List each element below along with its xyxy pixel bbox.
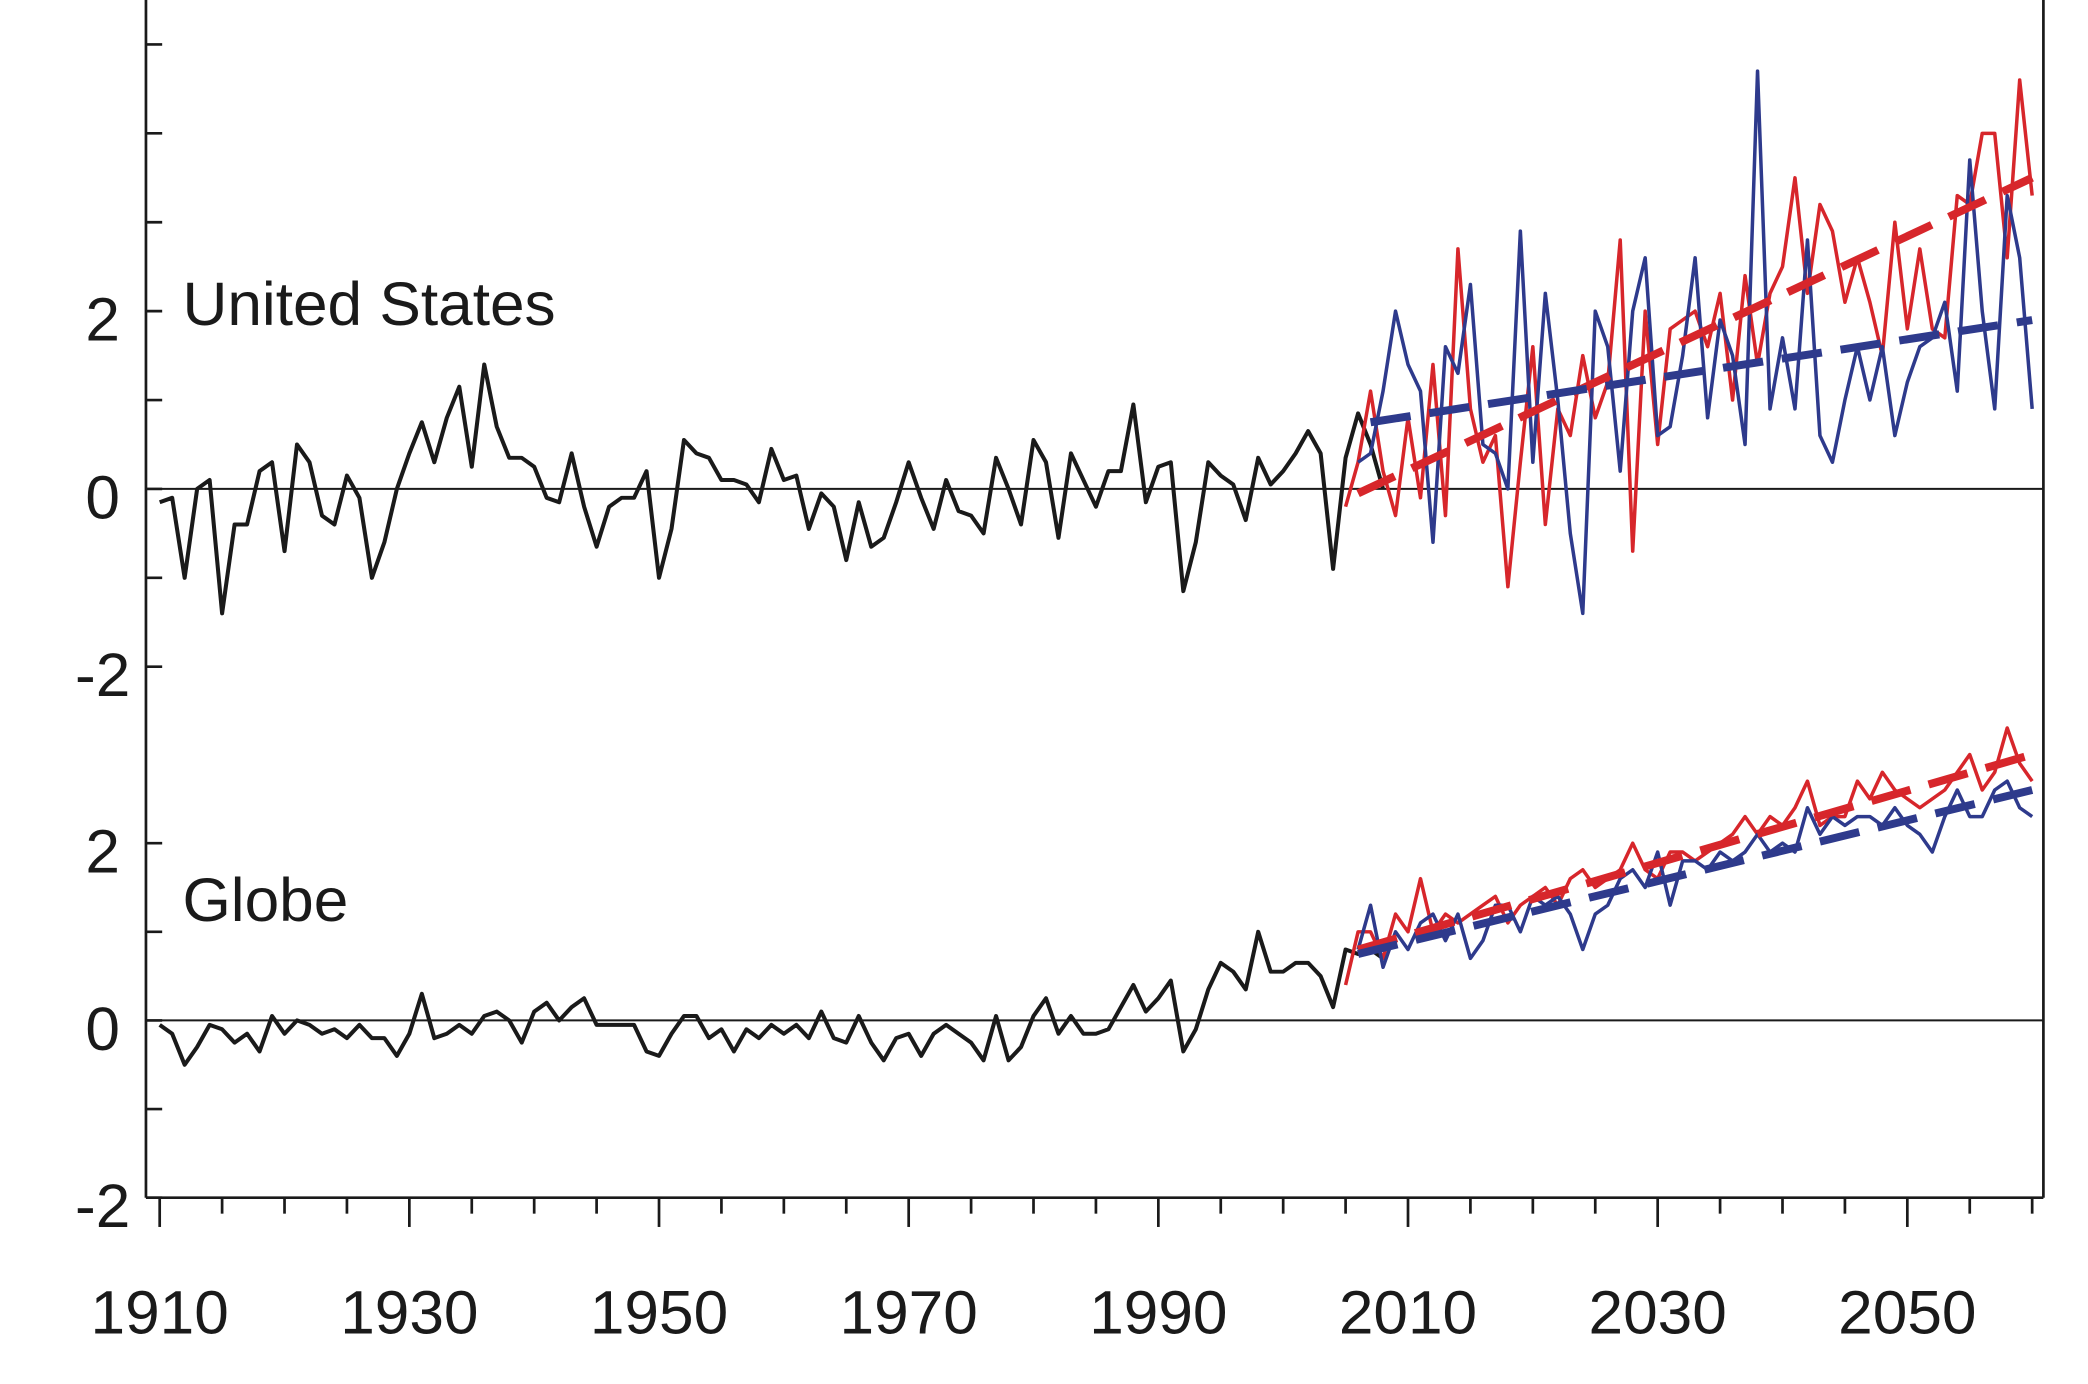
y-tick-label: 0 — [85, 995, 120, 1063]
x-tick-label: 1990 — [1089, 1279, 1227, 1347]
y-tick-label: 2 — [85, 818, 120, 886]
trend-line — [1356, 174, 2034, 497]
x-tick-label: 1950 — [590, 1279, 728, 1347]
panel-label: United States — [182, 270, 555, 338]
series-line — [158, 929, 1385, 1067]
series-line — [1343, 726, 2034, 986]
trend-line — [1369, 316, 2033, 427]
series-line — [1356, 779, 2034, 969]
x-tick-label: 1910 — [91, 1279, 229, 1347]
y-tick-label: 2 — [85, 286, 120, 354]
y-tick-label: -2 — [75, 1173, 130, 1241]
x-tick-label: 1970 — [840, 1279, 978, 1347]
series-line — [1357, 69, 2034, 616]
x-tick-label: 2010 — [1339, 1279, 1477, 1347]
x-tick-label: 2050 — [1838, 1279, 1976, 1347]
y-tick-label: -2 — [75, 642, 130, 710]
y-tick-label: 0 — [85, 464, 120, 532]
x-tick-label: 2030 — [1589, 1279, 1727, 1347]
x-tick-label: 1930 — [340, 1279, 478, 1347]
panel-label: Globe — [182, 867, 348, 935]
series-line — [158, 362, 1385, 616]
trend-line — [1357, 786, 2034, 958]
